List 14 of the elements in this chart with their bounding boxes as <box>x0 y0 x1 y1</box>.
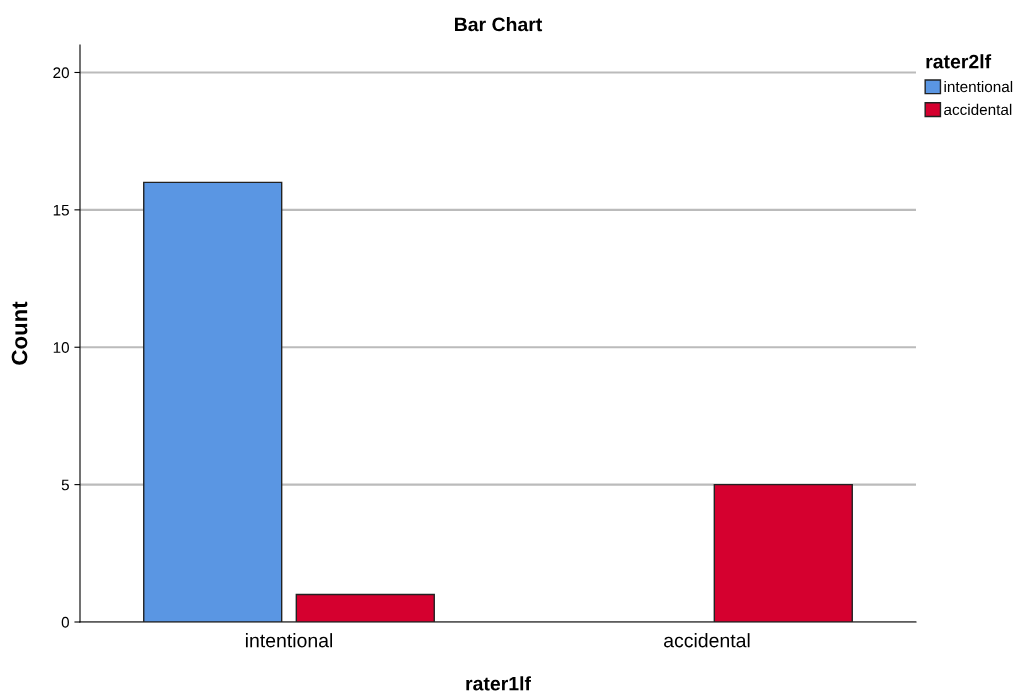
bar <box>295 593 435 622</box>
x-axis-title: rater1lf <box>466 676 531 691</box>
bar <box>713 483 853 622</box>
y-axis-title: Count <box>11 301 28 365</box>
y-tick-label: 15 <box>53 204 69 216</box>
y-tick-label: 5 <box>61 479 69 491</box>
legend-label: accidental <box>944 103 1012 116</box>
chart-title: Bar Chart <box>455 17 543 32</box>
y-tick-label: 10 <box>53 342 69 353</box>
bar <box>143 181 283 622</box>
legend-title: rater2lf <box>926 54 992 69</box>
legend-label: intentional <box>944 80 1013 93</box>
y-tick-label: 0 <box>61 616 69 628</box>
y-tick-label: 20 <box>53 67 69 79</box>
